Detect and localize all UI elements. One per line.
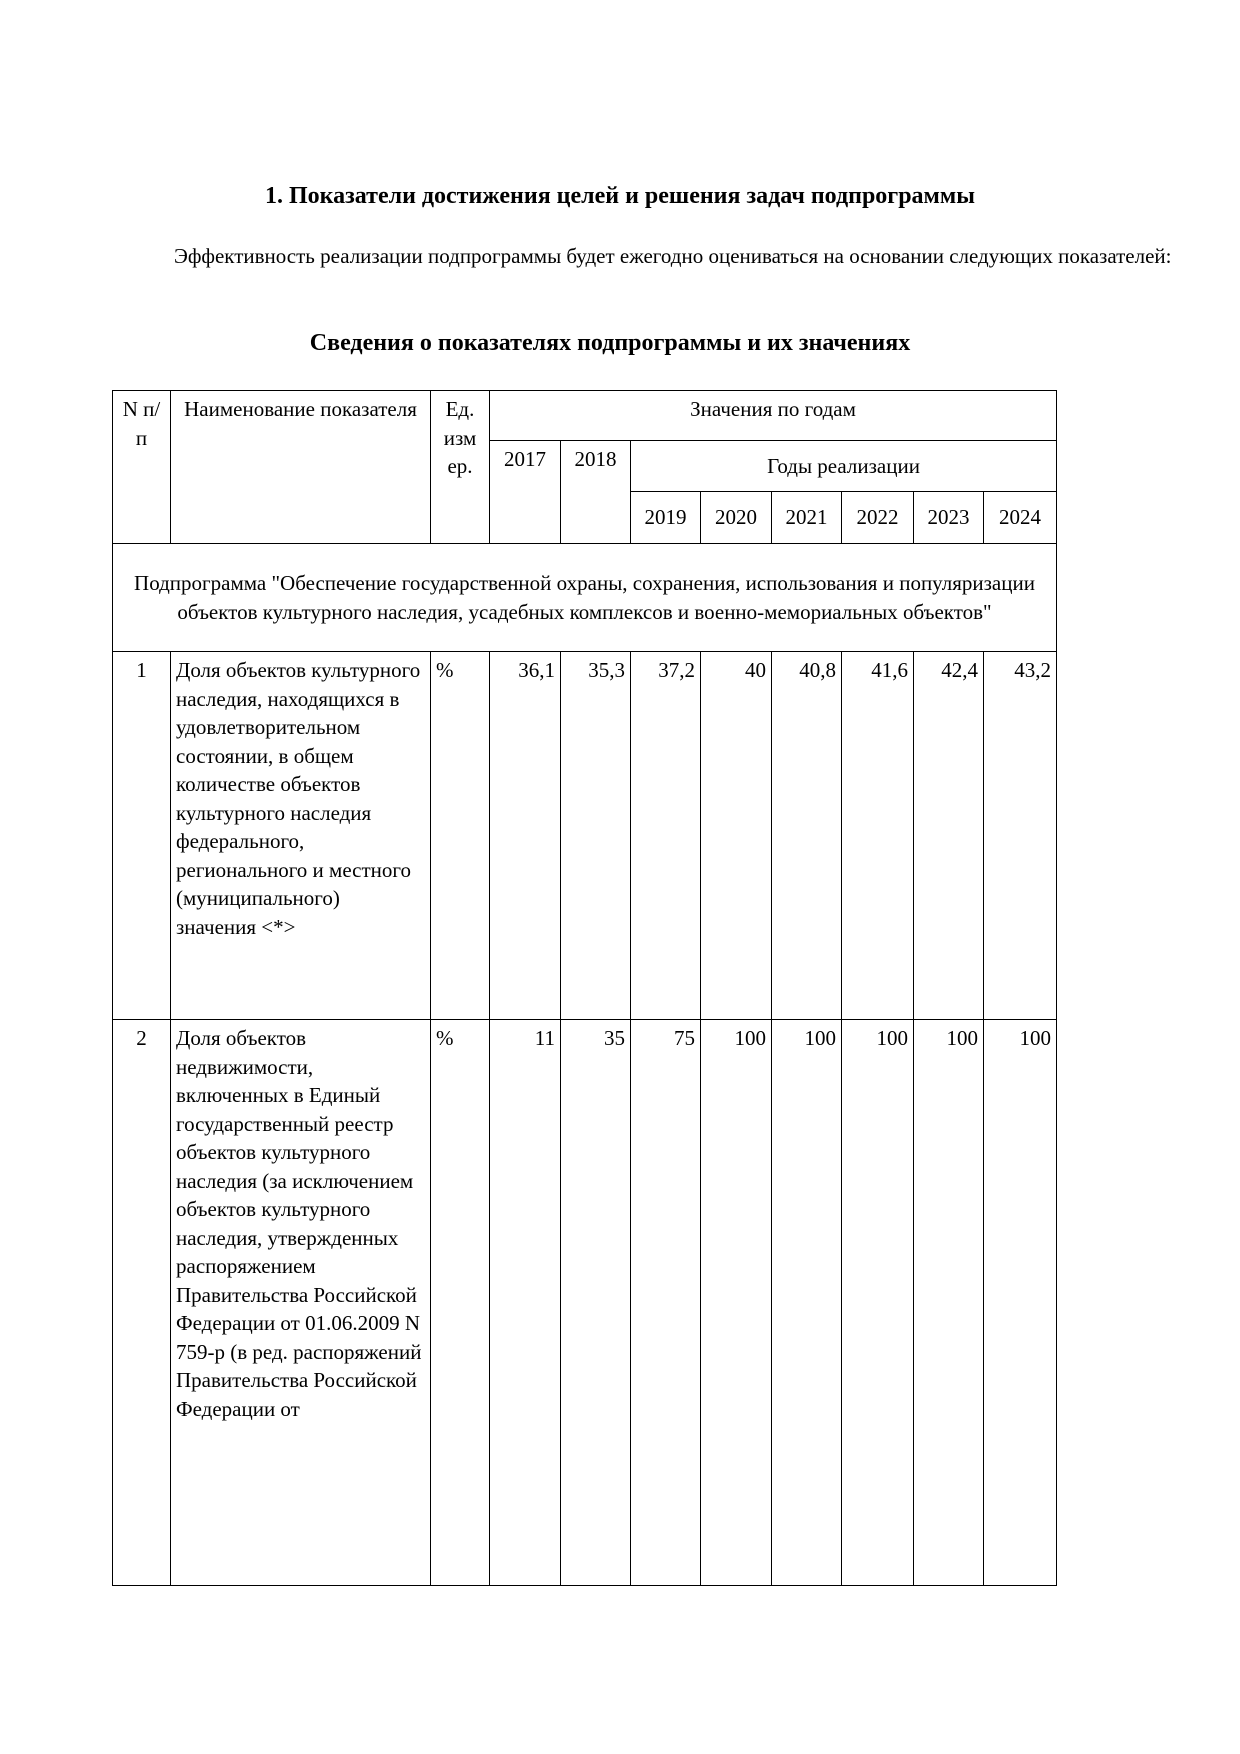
- header-year: 2020: [700, 491, 772, 544]
- section-title: 1. Показатели достижения целей и решения…: [265, 183, 975, 209]
- row-value: 100: [771, 1019, 842, 1586]
- row-value: 43,2: [982, 651, 1058, 1020]
- header-name: Наименование показателя: [170, 390, 431, 544]
- row-num: 1: [112, 651, 171, 1020]
- header-year: 2023: [913, 491, 984, 544]
- header-num: N п/п: [112, 390, 171, 544]
- subprogram-row: Подпрограмма "Обеспечение государственно…: [111, 543, 1058, 652]
- row-value: 40,8: [771, 651, 842, 1020]
- header-year: 2024: [982, 491, 1058, 544]
- row-value: 11: [489, 1019, 561, 1586]
- header-year: 2017: [489, 440, 561, 544]
- row-value: 75: [630, 1019, 701, 1586]
- header-year: 2018: [560, 440, 631, 544]
- row-value: 41,6: [841, 651, 914, 1020]
- intro-paragraph: Эффективность реализации подпрограммы бу…: [174, 244, 1172, 268]
- row-name: Доля объектов культурного наследия, нахо…: [170, 651, 431, 1020]
- row-value: 42,4: [913, 651, 984, 1020]
- row-unit: %: [430, 651, 490, 1020]
- table-title: Сведения о показателях подпрограммы и их…: [309, 330, 911, 356]
- header-year: 2021: [771, 491, 842, 544]
- header-unit: Ед. изм ер.: [430, 390, 490, 544]
- row-value: 35: [560, 1019, 631, 1586]
- row-num: 2: [112, 1019, 171, 1586]
- row-name: Доля объектов недвижимости, включенных в…: [170, 1019, 431, 1586]
- row-value: 36,1: [489, 651, 561, 1020]
- row-unit: %: [430, 1019, 490, 1586]
- table-row: 1 Доля объектов культурного наследия, на…: [112, 651, 1058, 1020]
- row-value: 100: [913, 1019, 984, 1586]
- row-value: 37,2: [630, 651, 701, 1020]
- row-value: 100: [841, 1019, 914, 1586]
- row-value: 100: [982, 1019, 1058, 1586]
- header-year: 2022: [841, 491, 914, 544]
- header-values-by-year: Значения по годам: [488, 390, 1058, 441]
- table-row: 2 Доля объектов недвижимости, включенных…: [112, 1019, 1058, 1586]
- header-year: 2019: [630, 491, 701, 544]
- row-value: 40: [700, 651, 772, 1020]
- header-years-impl: Годы реализации: [629, 440, 1058, 492]
- row-value: 100: [700, 1019, 772, 1586]
- row-value: 35,3: [560, 651, 631, 1020]
- indicators-table: N п/п Наименование показателя Ед. изм ер…: [111, 390, 1058, 1586]
